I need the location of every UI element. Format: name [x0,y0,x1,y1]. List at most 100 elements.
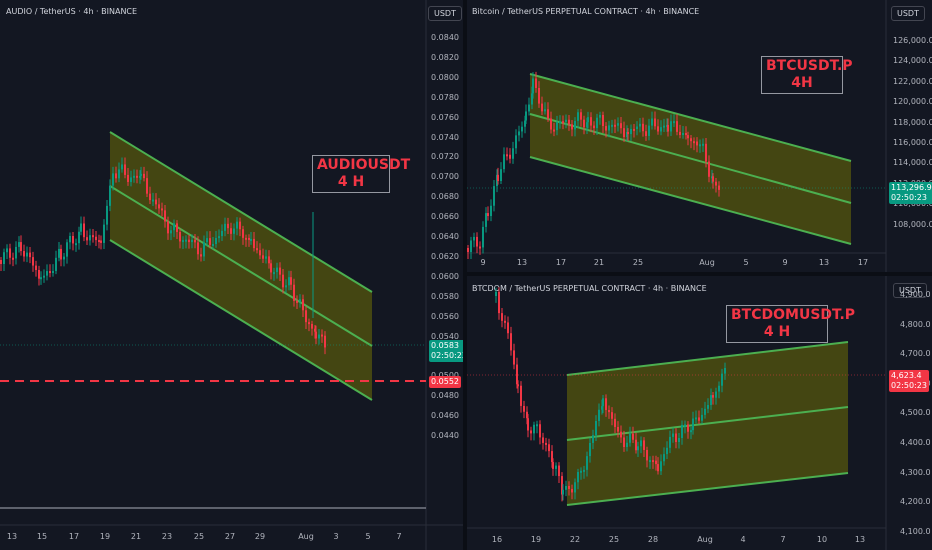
btcdom-ytick: 4,400.0 [900,438,931,447]
audio-channel-mid [109,185,373,347]
panel-divider-horizontal[interactable] [467,272,932,276]
candle-body [179,231,181,242]
candle-body [550,118,552,130]
candle-body [574,482,576,493]
btc-xtick: 25 [632,258,644,267]
candle-body [498,291,500,314]
btcdom-channel-upper [566,341,849,376]
btcdom-channel-lower [566,472,849,506]
btcdom-xtick: 25 [608,535,620,544]
candle-body [702,143,704,146]
candle-body [596,117,598,129]
btcdom-annotation-box[interactable]: BTCDOMUSDT.P 4 H [726,305,855,343]
candle-body [692,418,694,431]
candle-body [106,205,108,225]
audio-ytick: 0.0580 [431,291,459,301]
candle-body [218,236,220,239]
candle-body [654,118,656,127]
candle-body [595,420,597,436]
btcdom-ytick: 4,300.0 [900,467,931,477]
candle-body [698,417,700,421]
candle-body [617,123,619,126]
candle-body [673,121,675,124]
candle-body [279,267,281,275]
candle-body [633,128,635,131]
candle-body [92,235,94,238]
candle-body [620,123,622,129]
btcdom-chart-canvas[interactable] [467,276,932,550]
candle-body [568,119,570,125]
audio-ytick: 0.0460 [431,411,459,421]
btc-ytick: 114,000.0 [893,158,932,168]
audio-ytick: 0.0480 [431,391,459,401]
candle-body [605,398,607,411]
btc-chart-canvas[interactable] [467,0,932,272]
audio-chart-canvas[interactable] [0,0,463,550]
btc-annotation-line2: 4H [791,75,813,91]
candle-body [26,252,28,257]
audio-xtick: Aug [298,532,314,541]
candle-body [215,237,217,245]
btc-ytick: 124,000.0 [893,56,932,66]
candle-body [268,256,270,264]
btcdom-xtick: 7 [780,535,786,544]
candle-body [710,395,712,406]
audio-xtick: 5 [365,532,371,541]
candle-body [293,284,295,301]
audio-chart-panel[interactable]: AUDIO / TetherUS · 4h · BINANCE USDT AUD… [0,0,469,550]
btc-chart-panel[interactable]: Bitcoin / TetherUS PERPETUAL CONTRACT · … [467,0,932,272]
candle-body [666,447,668,455]
btc-countdown: 02:50:23 [891,193,927,202]
candle-body [191,239,193,243]
candle-body [562,489,564,495]
candle-body [182,240,184,243]
audio-last-price-tag: 0.0583 02:50:23 [429,340,469,362]
candle-body [146,178,148,194]
candle-body [520,385,522,406]
btcdom-chart-panel[interactable]: BTCDOM / TetherUS PERPETUAL CONTRACT · 4… [467,276,932,550]
candle-body [556,122,558,131]
candle-body [500,169,502,181]
candle-body [29,252,31,258]
audio-candles [0,157,326,355]
candle-body [608,125,610,131]
btcdom-channel-mid [566,406,849,441]
candle-body [561,476,563,495]
btc-last-price-tag: 113,296.9 02:50:23 [889,182,932,204]
audio-xtick: 7 [396,532,402,541]
candle-body [586,122,588,128]
candle-body [617,426,619,432]
candle-body [701,414,703,421]
candle-body [670,121,672,132]
candle-body [515,135,517,149]
audio-annotation-box[interactable]: AUDIOUSDT 4 H [312,155,410,193]
audio-currency-button[interactable]: USDT [428,6,462,21]
btcdom-ytick: 4,900.0 [900,290,931,299]
candle-body [221,230,223,237]
candle-body [185,239,187,242]
candle-body [630,128,632,135]
candle-body [592,435,594,443]
btc-chart-title: Bitcoin / TetherUS PERPETUAL CONTRACT · … [472,7,700,16]
btcdom-ytick: 4,100.0 [900,526,931,536]
candle-body [586,456,588,470]
candle-body [626,131,628,138]
candle-body [583,119,585,128]
candle-body [648,125,650,136]
candle-body [315,331,317,339]
audio-xtick: 15 [36,532,48,541]
candle-body [227,223,229,229]
btcdom-currency-button[interactable]: USDT [893,283,927,298]
panel-divider-vertical[interactable] [463,0,467,550]
candle-body [531,93,533,105]
candle-body [715,181,717,186]
btc-annotation-box[interactable]: BTCUSDT.P 4H [761,56,853,94]
candle-body [282,274,284,288]
candle-body [509,154,511,159]
btcdom-ytick: 4,800.0 [900,319,931,329]
btc-currency-button[interactable]: USDT [891,6,925,21]
candle-body [707,405,709,409]
candle-body [636,126,638,130]
audio-ytick: 0.0600 [431,271,459,281]
candle-body [635,439,637,451]
